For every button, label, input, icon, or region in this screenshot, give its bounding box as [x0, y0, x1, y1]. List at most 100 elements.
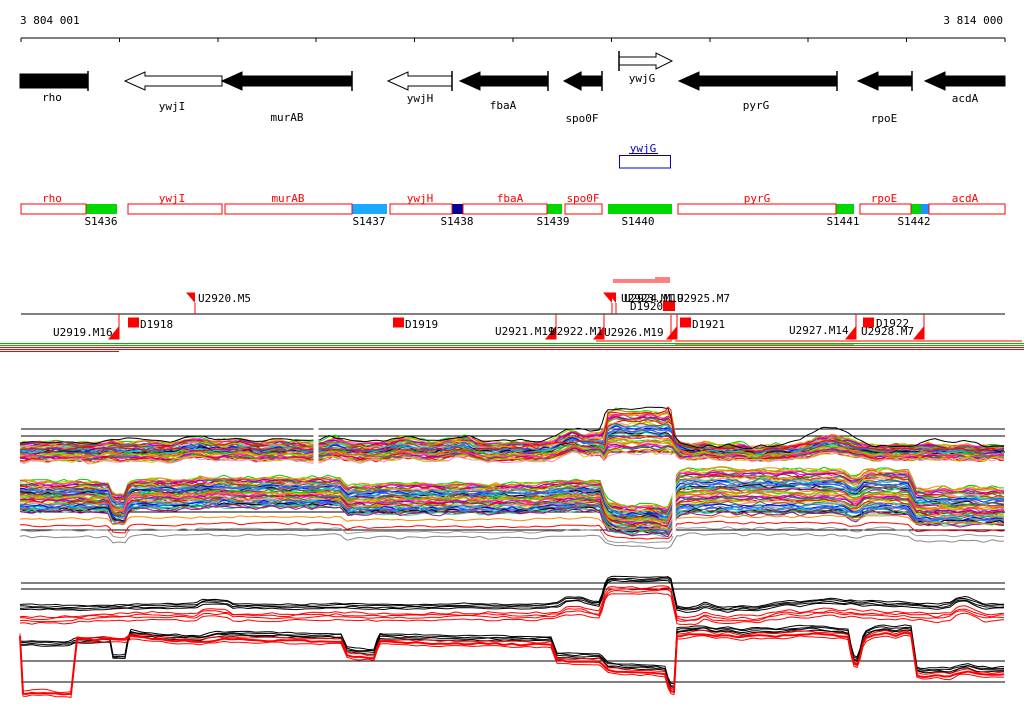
probe-square-icon[interactable] [393, 317, 404, 328]
signal-trace [19, 576, 1005, 610]
segment-fill[interactable] [547, 204, 562, 214]
signal-trace [19, 406, 1005, 452]
segment-fill[interactable] [836, 204, 854, 214]
flag-down-icon[interactable] [593, 326, 604, 340]
signal-trace [19, 575, 1005, 609]
signal-plot-lower [19, 575, 1005, 698]
gene-label-ywjG: ywjG [629, 72, 656, 85]
gene-arrow-pyrG[interactable] [677, 71, 838, 91]
segment-box[interactable] [462, 203, 548, 215]
probe-square-icon[interactable] [863, 317, 874, 328]
segment-fill[interactable] [86, 204, 117, 214]
ywjg-annotation[interactable] [619, 153, 671, 169]
probe-marker-D1920[interactable] [663, 300, 675, 312]
probe-marker-D1918[interactable] [128, 317, 139, 328]
signal-trace [19, 579, 1005, 613]
signal-trace [19, 406, 1005, 450]
probe-marker-U2921.M19[interactable] [545, 314, 557, 340]
probe-label: D1920 [630, 300, 663, 313]
signal-trace [19, 435, 1005, 458]
segment-box[interactable] [20, 203, 87, 215]
gene-label-fbaA: fbaA [490, 99, 517, 112]
ruler-end-coordinate: 3 814 000 [943, 14, 1003, 27]
probe-marker-U2928.M7[interactable] [913, 314, 925, 340]
gene-arrow-fbaA[interactable] [458, 71, 549, 91]
flag-down-icon[interactable] [913, 326, 924, 340]
probe-marker-D1921[interactable] [680, 317, 691, 328]
gene-arrow-murAB[interactable] [220, 71, 353, 91]
signal-trace [19, 520, 1005, 540]
segment-gene-label: acdA [952, 192, 979, 205]
probe-marker-D1922[interactable] [863, 317, 874, 328]
gene-arrow-acdA[interactable] [923, 71, 1006, 91]
probe-label: U2927.M14 [789, 324, 849, 337]
probe-square-icon[interactable] [680, 317, 691, 328]
ywjg-annotation-box[interactable] [619, 155, 671, 169]
probe-square-icon[interactable] [128, 317, 139, 328]
probe-marker-U2924.M19[interactable] [607, 292, 617, 315]
signal-trace [19, 417, 1005, 451]
gene-arrow-rho[interactable] [19, 73, 89, 89]
gene-arrow-ywjH[interactable] [386, 71, 453, 91]
segment-box[interactable] [224, 203, 353, 215]
segment-box[interactable] [127, 203, 223, 215]
segment-fill[interactable] [911, 204, 921, 214]
segment-gene-label: ywjI [159, 192, 186, 205]
probe-marker-U2919.M16[interactable] [108, 314, 120, 340]
probe-marker-D1919[interactable] [393, 317, 404, 328]
segment-id-label: S1437 [352, 215, 385, 228]
segment-box[interactable] [859, 203, 912, 215]
segment-box[interactable] [677, 203, 837, 215]
probe-square-icon[interactable] [663, 300, 675, 312]
gene-label-murAB: murAB [270, 111, 303, 124]
segment-id-label: S1438 [440, 215, 473, 228]
signal-trace [19, 451, 1005, 465]
segment-gene-label: rho [42, 192, 62, 205]
signal-trace [19, 492, 1005, 526]
gene-arrow-rpoE[interactable] [856, 71, 913, 91]
flag-down-icon[interactable] [545, 326, 556, 340]
gene-arrow-spo0F[interactable] [562, 71, 603, 91]
segment-fill[interactable] [608, 204, 672, 214]
signal-plot-upper [19, 406, 1005, 549]
probe-marker-U2920.M5[interactable] [186, 292, 196, 315]
signal-trace [19, 634, 1004, 698]
signal-trace [19, 481, 1005, 520]
signal-trace [19, 592, 1005, 626]
signal-trace [19, 526, 1005, 544]
signal-trace [19, 631, 1005, 696]
signal-trace [19, 532, 1005, 549]
probe-marker-U2922.M1[interactable] [593, 314, 605, 340]
segment-id-label: S1440 [621, 215, 654, 228]
signal-trace [19, 482, 1005, 520]
segment-box[interactable] [564, 203, 603, 215]
segment-id-label: S1439 [536, 215, 569, 228]
segment-fill[interactable] [352, 204, 387, 214]
signal-trace [20, 578, 1005, 611]
probe-label: U2928.M7 [861, 325, 914, 338]
segment-box[interactable] [928, 203, 1006, 215]
probe-label: U2922.M1 [550, 325, 603, 338]
segment-fill[interactable] [452, 204, 463, 214]
flag-up-icon[interactable] [186, 292, 195, 304]
gene-arrow-ywjI[interactable] [123, 71, 223, 91]
gene-track [19, 51, 1006, 91]
signal-trace [19, 624, 1004, 685]
ruler [20, 37, 1006, 42]
signal-trace [19, 627, 1005, 689]
gene-arrow-ywjG[interactable] [618, 52, 674, 70]
segment-id-label: S1442 [897, 215, 930, 228]
flag-down-icon[interactable] [845, 326, 856, 340]
signal-gap [672, 454, 676, 536]
flag-up-icon[interactable] [607, 292, 616, 304]
signal-trace [19, 626, 1005, 687]
segment-fill[interactable] [921, 204, 929, 214]
signal-trace [19, 514, 1005, 531]
signal-trace [19, 475, 1005, 515]
gene-label-ywjI: ywjI [159, 100, 186, 113]
probe-marker-U2927.M14[interactable] [845, 314, 857, 340]
flag-down-icon[interactable] [108, 326, 119, 340]
segment-box[interactable] [389, 203, 453, 215]
